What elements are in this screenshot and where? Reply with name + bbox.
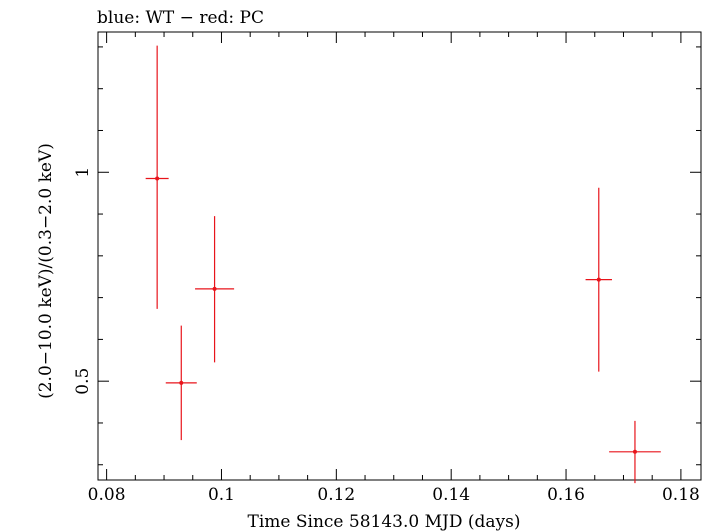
point-marker — [632, 449, 637, 454]
point-marker — [212, 286, 217, 291]
y-tick-label: 1 — [73, 167, 93, 178]
data-point — [145, 45, 169, 309]
x-tick-label: 0.14 — [432, 485, 470, 505]
x-tick-label: 0.08 — [88, 485, 126, 505]
y-axis-label: (2.0−10.0 keV)/(0.3−2.0 keV) — [36, 143, 56, 399]
chart-title: blue: WT − red: PC — [97, 8, 264, 28]
data-point — [585, 187, 612, 372]
point-marker — [596, 277, 601, 282]
x-tick-label: 0.18 — [662, 485, 700, 505]
point-marker — [155, 176, 160, 181]
x-tick-label: 0.16 — [547, 485, 585, 505]
data-point — [165, 325, 197, 441]
x-tick-label: 0.1 — [208, 485, 235, 505]
point-marker — [179, 380, 184, 385]
data-point — [195, 216, 235, 363]
x-tick-label: 0.12 — [317, 485, 355, 505]
y-tick-label: 0.5 — [73, 368, 93, 395]
x-axis-label: Time Since 58143.0 MJD (days) — [248, 512, 521, 532]
data-point — [609, 420, 661, 484]
plot-frame — [97, 31, 702, 481]
